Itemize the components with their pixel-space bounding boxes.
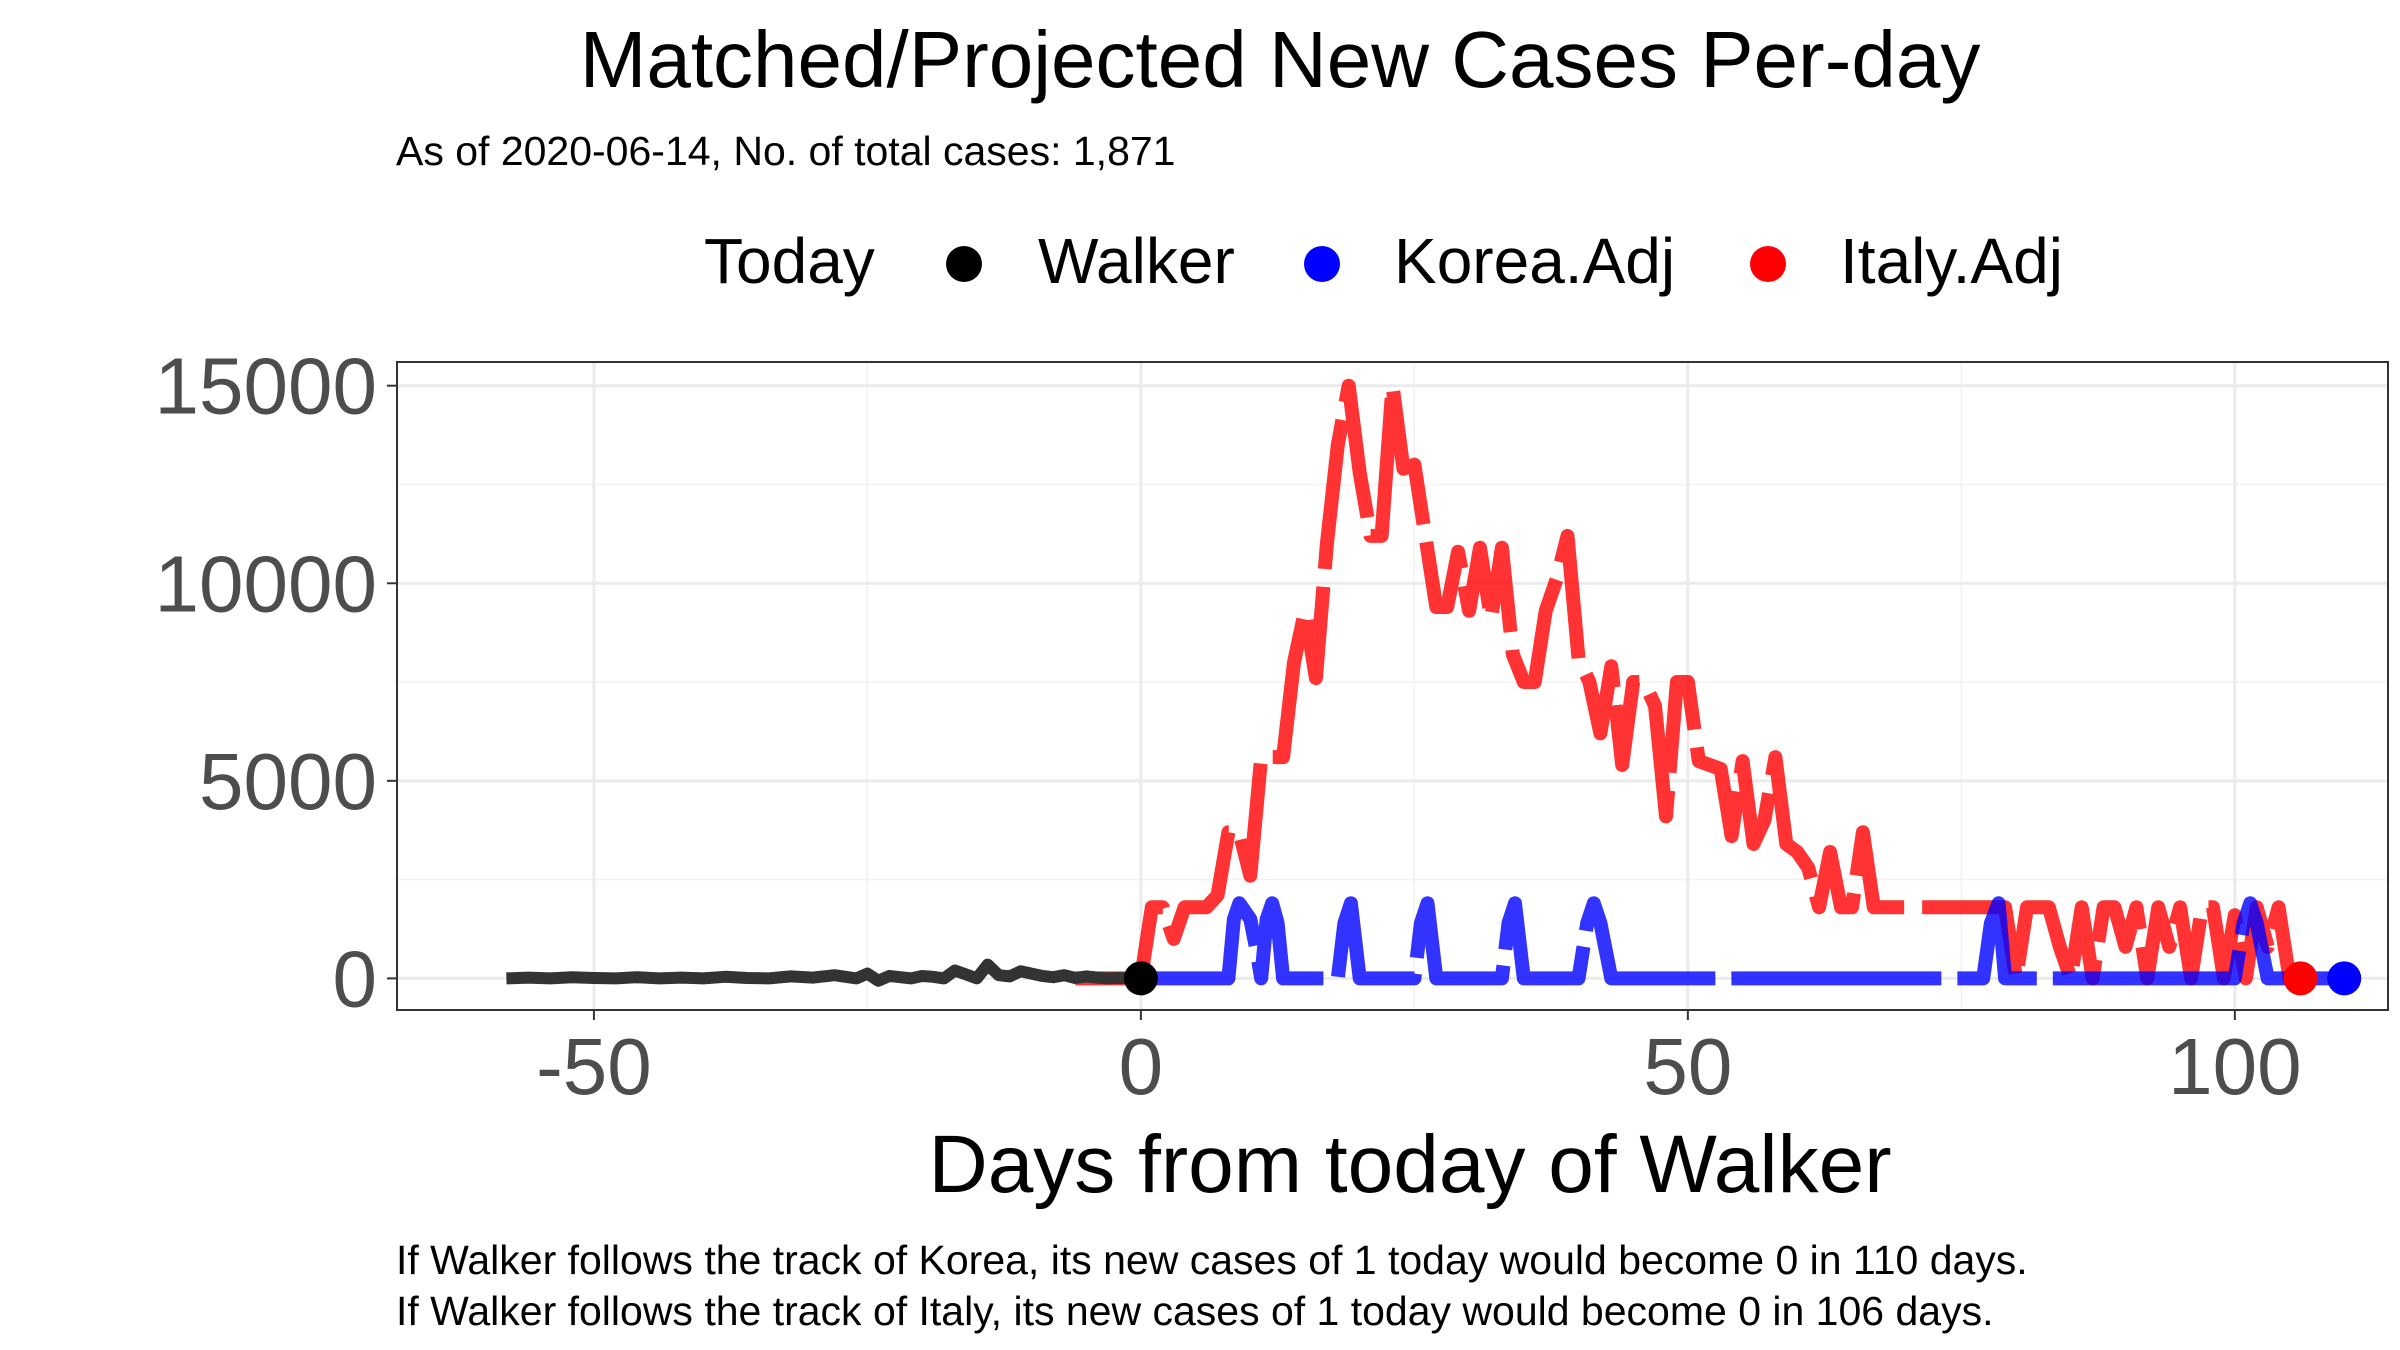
x-tick-label: -50 [536,1022,652,1111]
caption-italy: If Walker follows the track of Italy, it… [396,1288,1994,1334]
series-lines [506,378,2345,987]
chart-title: Matched/Projected New Cases Per-day [579,15,1981,104]
y-tick-label: 15000 [155,342,377,431]
caption-korea: If Walker follows the track of Korea, it… [396,1237,2028,1283]
legend-label-walker: Walker [1038,225,1235,297]
legend-key-walker [946,246,982,282]
series-line-korea-adj [1140,896,2345,986]
legend-label-korea: Korea.Adj [1394,225,1676,297]
series-line-italy-adj [1075,378,2301,986]
point-italy-adj [2283,961,2318,996]
legend-label-italy: Italy.Adj [1840,225,2063,297]
chart-subtitle: As of 2020-06-14, No. of total cases: 1,… [396,128,1176,174]
point-korea-adj [2327,961,2362,996]
y-tick-label: 0 [333,934,378,1023]
x-tick-label: 50 [1643,1022,1732,1111]
y-tick-label: 10000 [155,539,377,628]
legend: Today Walker Korea.Adj Italy.Adj [0,215,2400,305]
x-tick-label: 0 [1119,1022,1164,1111]
plot-panel-border [396,361,2389,1011]
legend-key-italy [1750,246,1786,282]
x-axis: -50 0 50 100 [536,1010,2302,1111]
legend-key-korea [1304,246,1340,282]
point-walker [1123,961,1158,996]
x-tick-label: 100 [2168,1022,2301,1111]
x-axis-label: Days from today of Walker [928,1119,1891,1210]
y-tick-label: 5000 [199,737,377,826]
y-axis: 0 5000 10000 15000 [155,342,397,1023]
series-line-walker [506,958,1141,987]
today-points [1123,961,2362,996]
legend-title: Today [704,225,875,297]
